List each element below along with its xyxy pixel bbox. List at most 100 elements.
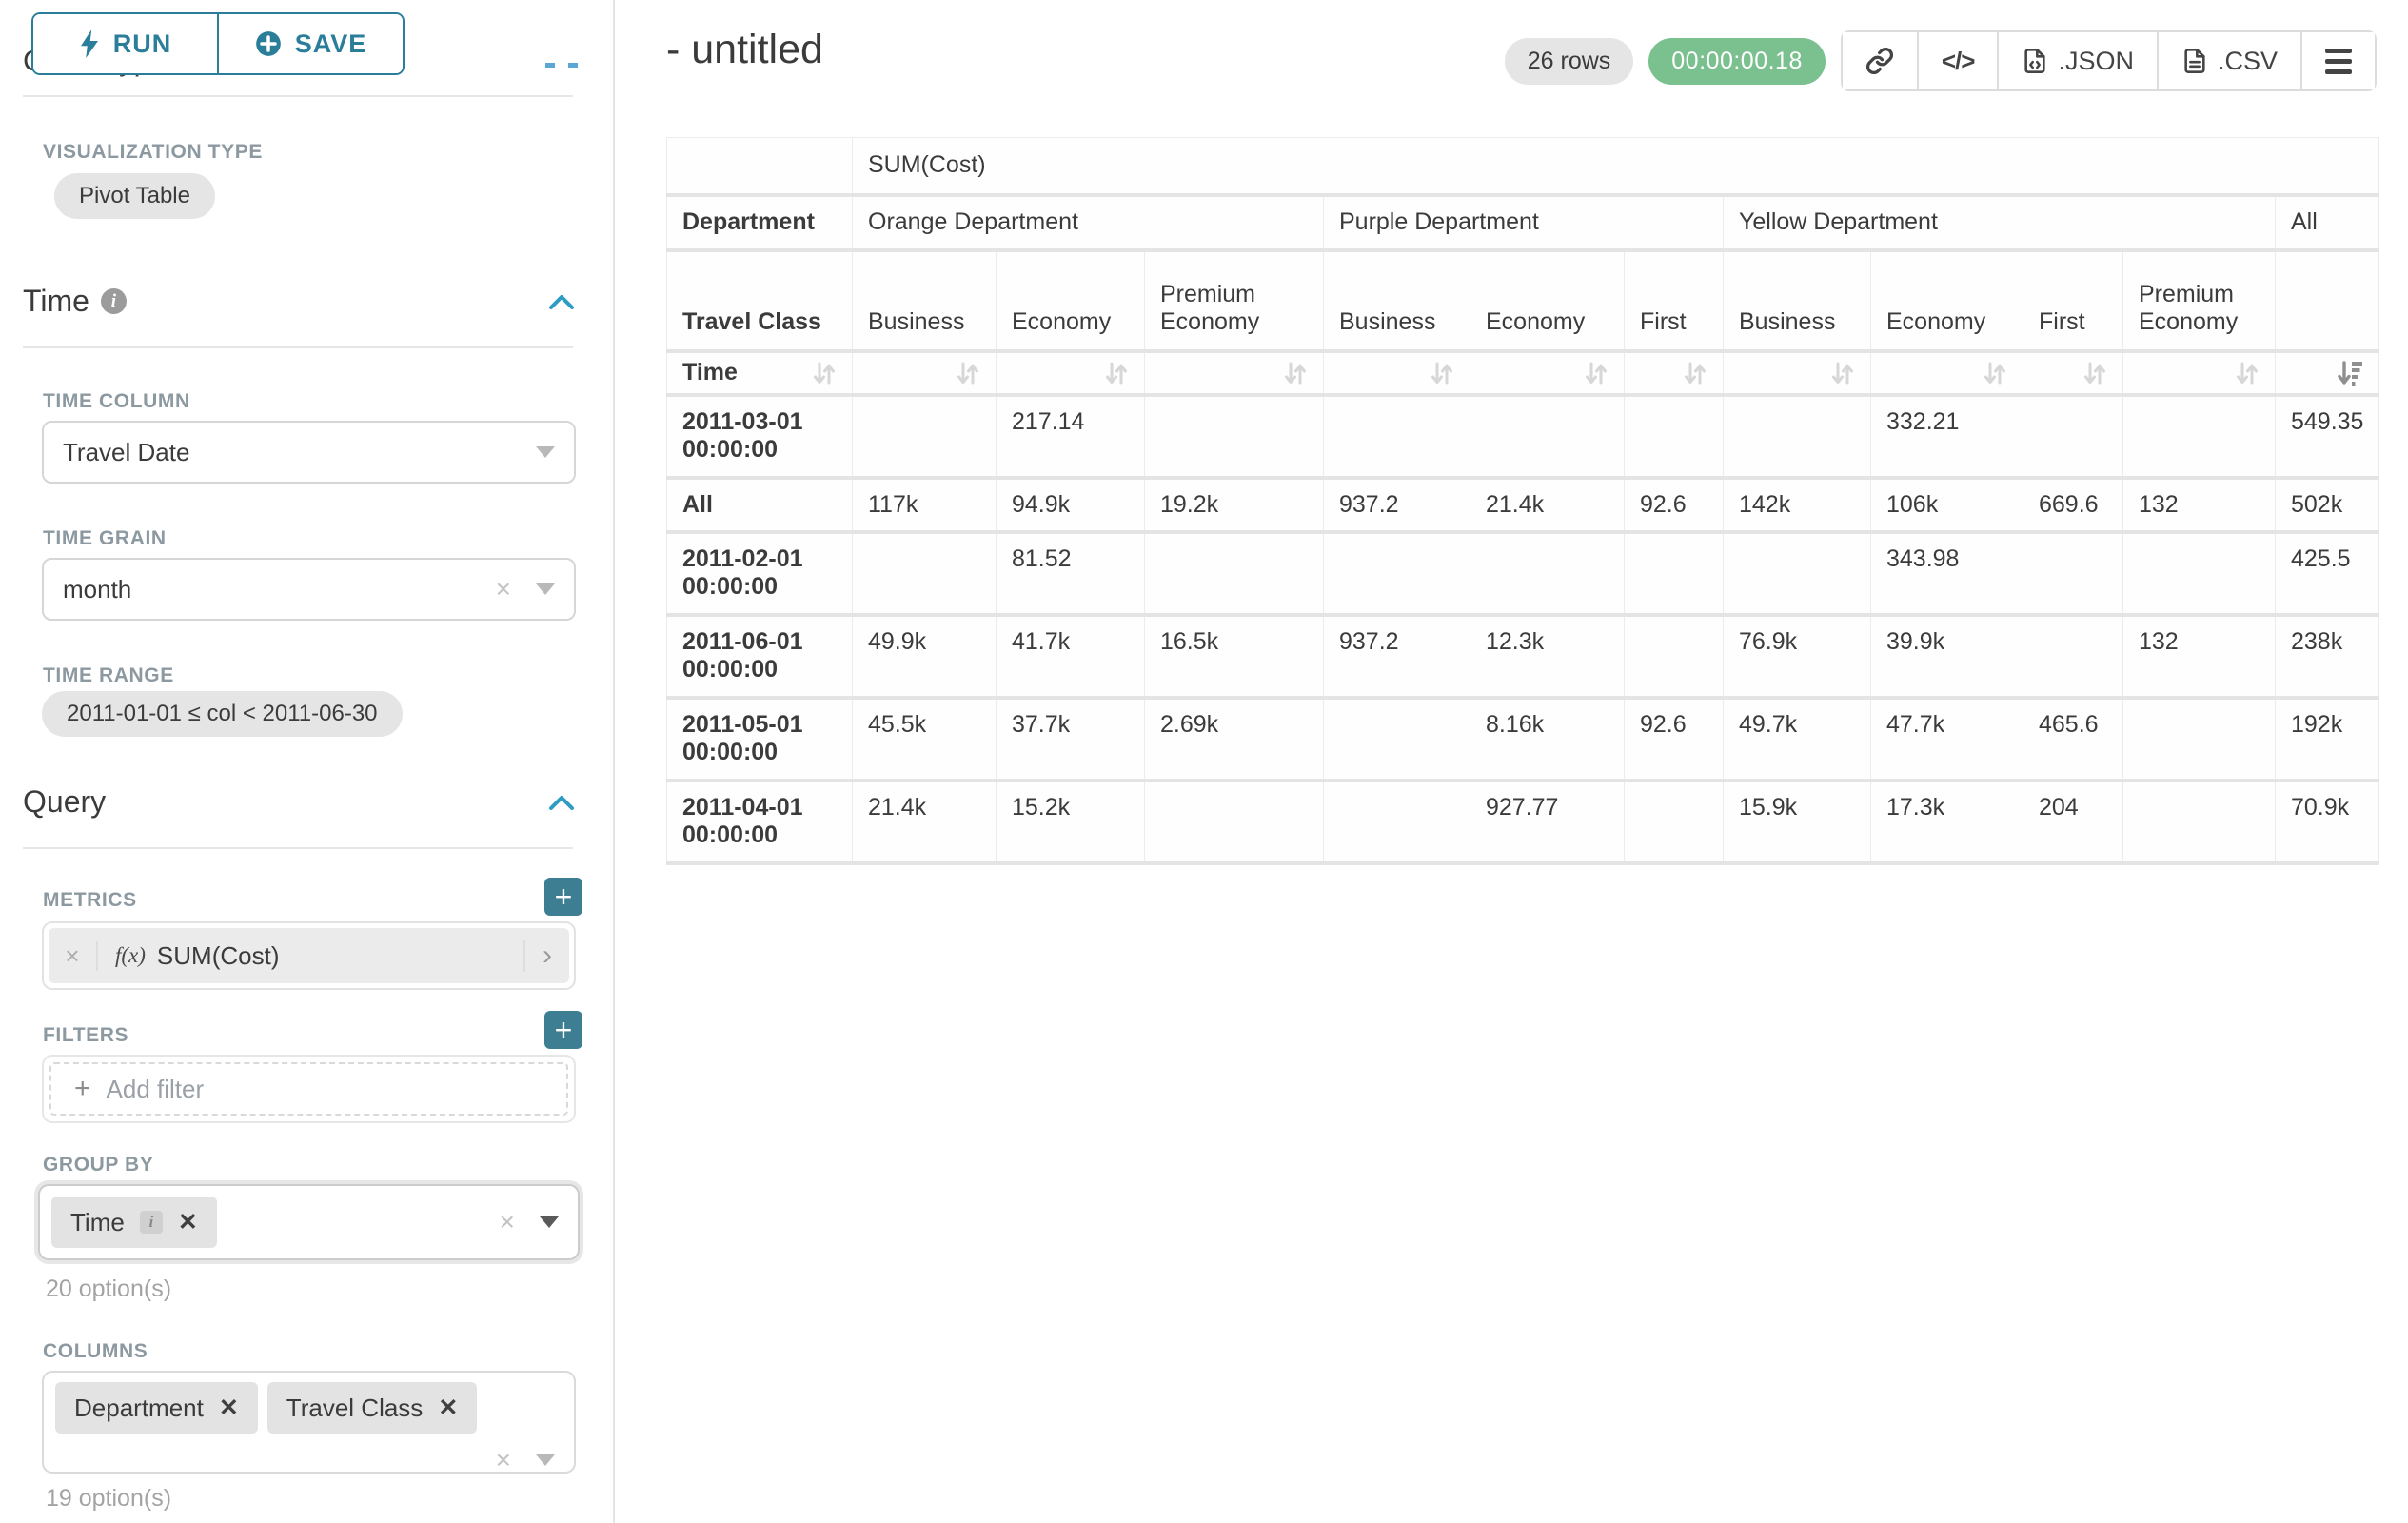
value-cell: [1624, 394, 1724, 480]
remove-chip-icon[interactable]: ✕: [177, 1209, 198, 1236]
row-label-cell: 2011-04-01 00:00:00: [666, 780, 853, 865]
time-grain-select[interactable]: month ×: [42, 558, 576, 621]
travel-class-cell: [2274, 249, 2380, 353]
sort-icon[interactable]: [812, 359, 837, 387]
run-button[interactable]: RUN: [33, 14, 219, 73]
value-cell: 425.5: [2274, 531, 2380, 617]
sort-icon[interactable]: [1584, 359, 1609, 387]
time-range-pill[interactable]: 2011-01-01 ≤ col < 2011-06-30: [42, 691, 403, 737]
add-filter-button[interactable]: + Add filter: [49, 1062, 568, 1116]
group-by-chip-time[interactable]: Time i ✕: [51, 1197, 217, 1248]
viz-type-pill[interactable]: Pivot Table: [54, 173, 215, 219]
time-dimension-cell: Time: [666, 350, 853, 397]
value-cell: 39.9k: [1870, 614, 2023, 700]
lightning-icon: [80, 30, 98, 58]
export-csv-button[interactable]: .CSV: [2158, 32, 2302, 89]
sort-icon[interactable]: [1983, 359, 2007, 387]
value-cell: 217.14: [996, 394, 1145, 480]
value-cell: 8.16k: [1470, 697, 1625, 782]
value-cell: [2023, 614, 2123, 700]
chart-title[interactable]: - untitled: [666, 27, 823, 72]
row-label-cell: 2011-02-01 00:00:00: [666, 531, 853, 617]
sort-cell[interactable]: [2274, 350, 2380, 397]
value-cell: [1144, 394, 1324, 480]
value-cell: [1723, 531, 1871, 617]
json-label: .JSON: [2058, 46, 2134, 75]
more-menu-button[interactable]: [2302, 32, 2375, 89]
group-by-select[interactable]: Time i ✕ ×: [38, 1184, 580, 1260]
time-column-label: TIME COLUMN: [43, 390, 190, 412]
table-row: 2011-06-01 00:00:00 49.9k 41.7k 16.5k 937.2 1…: [666, 614, 2380, 700]
value-cell: 21.4k: [852, 780, 997, 865]
add-filter-plus-button[interactable]: +: [544, 1011, 582, 1049]
remove-metric-icon[interactable]: ×: [49, 940, 98, 971]
sort-cell[interactable]: [1870, 350, 2023, 397]
clear-icon[interactable]: ×: [495, 574, 511, 603]
value-cell: [2122, 531, 2276, 617]
sort-cell[interactable]: [2122, 350, 2276, 397]
sort-cell[interactable]: [1144, 350, 1324, 397]
expand-metric-icon[interactable]: ›: [523, 940, 569, 972]
travel-class-cell: Business: [1323, 249, 1470, 353]
sort-icon[interactable]: [2082, 359, 2107, 387]
collapse-chevron-icon[interactable]: [548, 794, 575, 811]
remove-chip-icon[interactable]: ✕: [218, 1394, 239, 1421]
clear-icon[interactable]: ×: [499, 1207, 515, 1236]
value-cell: 927.77: [1470, 780, 1625, 865]
sort-icon[interactable]: [1104, 359, 1129, 387]
divider: [23, 847, 573, 849]
sort-cell[interactable]: [1323, 350, 1470, 397]
value-cell: [1144, 780, 1324, 865]
columns-options-count: 19 option(s): [46, 1485, 172, 1512]
metric-header-cell: SUM(Cost): [851, 137, 2380, 197]
metric-chip[interactable]: × f(x) SUM(Cost) ›: [49, 928, 569, 983]
value-cell: 17.3k: [1870, 780, 2023, 865]
save-button[interactable]: SAVE: [219, 14, 403, 73]
sort-icon[interactable]: [1283, 359, 1308, 387]
value-cell: [2122, 780, 2276, 865]
sort-icon[interactable]: [1683, 359, 1707, 387]
travel-class-cell: Economy: [996, 249, 1145, 353]
pivot-table: SUM(Cost) Department Orange Department Purp…: [666, 137, 2380, 865]
travel-class-cell: Premium Economy: [1144, 249, 1324, 353]
time-column-select[interactable]: Travel Date: [42, 421, 576, 484]
value-cell: 49.7k: [1723, 697, 1871, 782]
value-cell: [852, 531, 997, 617]
table-row: 2011-03-01 00:00:00 217.14 332.21 549.35: [666, 394, 2380, 480]
value-cell: 12.3k: [1470, 614, 1625, 700]
columns-select[interactable]: Department ✕ Travel Class ✕ ×: [42, 1371, 576, 1474]
value-cell: 343.98: [1870, 531, 2023, 617]
sort-icon[interactable]: [1830, 359, 1855, 387]
value-cell: 92.6: [1624, 477, 1724, 534]
columns-chip-department[interactable]: Department ✕: [55, 1382, 258, 1434]
sort-cell[interactable]: [1470, 350, 1625, 397]
sort-desc-icon[interactable]: [2337, 359, 2363, 387]
columns-chip-travel-class[interactable]: Travel Class ✕: [266, 1382, 478, 1434]
sort-icon[interactable]: [1430, 359, 1454, 387]
value-cell: [1470, 531, 1625, 617]
copy-link-button[interactable]: [1842, 32, 1919, 89]
export-json-button[interactable]: .JSON: [1999, 32, 2159, 89]
sort-cell[interactable]: [2023, 350, 2123, 397]
value-cell: 16.5k: [1144, 614, 1324, 700]
value-cell: 106k: [1870, 477, 2023, 534]
collapse-chevron-icon[interactable]: [548, 293, 575, 310]
chip-label: Department: [74, 1393, 204, 1422]
value-cell: [2023, 394, 2123, 480]
remove-chip-icon[interactable]: ✕: [438, 1394, 459, 1421]
department-cell: Purple Department: [1323, 194, 1724, 252]
clear-icon[interactable]: ×: [495, 1445, 511, 1474]
divider: [23, 346, 573, 348]
view-query-button[interactable]: </>: [1918, 32, 2000, 89]
sort-icon[interactable]: [956, 359, 980, 387]
sort-cell[interactable]: [996, 350, 1145, 397]
sort-cell[interactable]: [1723, 350, 1871, 397]
sort-cell[interactable]: [852, 350, 997, 397]
metrics-box: × f(x) SUM(Cost) ›: [42, 921, 576, 990]
sort-cell[interactable]: [1624, 350, 1724, 397]
metric-name: SUM(Cost): [156, 940, 280, 970]
sort-icon[interactable]: [2235, 359, 2260, 387]
add-metric-button[interactable]: +: [544, 878, 582, 916]
value-cell: [1323, 531, 1470, 617]
table-row: 2011-04-01 00:00:00 21.4k 15.2k 927.77 15.9k…: [666, 780, 2380, 865]
